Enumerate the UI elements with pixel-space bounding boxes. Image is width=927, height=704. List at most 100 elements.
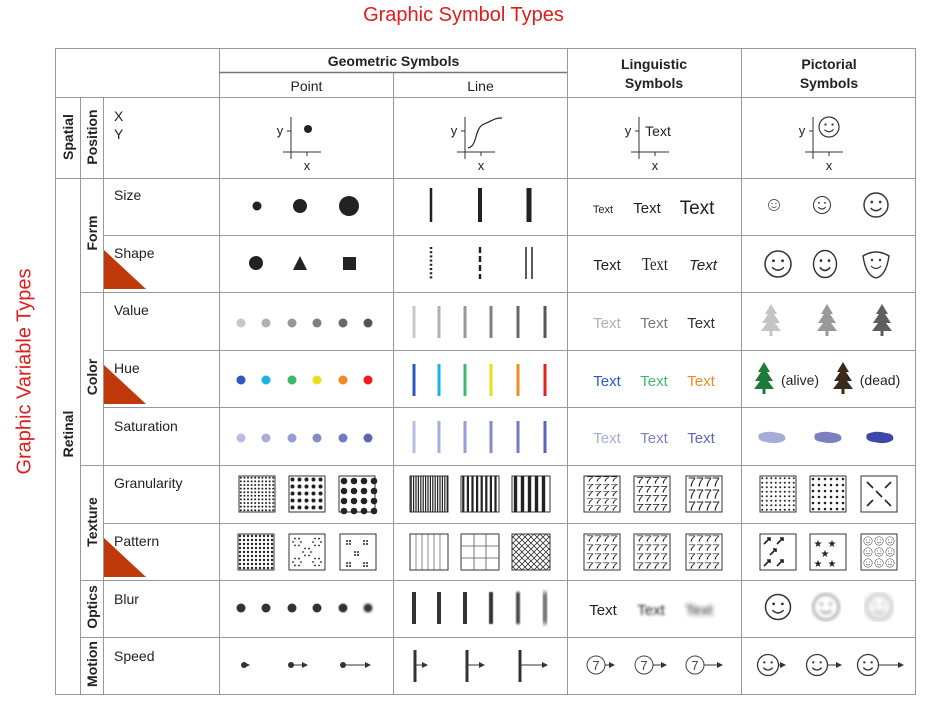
size-face: [768, 199, 780, 211]
speed-dot: [288, 662, 294, 668]
axis-y-label: y: [625, 123, 632, 138]
blur-line: [463, 592, 467, 624]
pattern-mini-face: [863, 536, 873, 546]
blur-line: [543, 592, 547, 624]
value-line: [489, 306, 493, 338]
shape-corner-triangle: [104, 250, 146, 289]
speed-digit: 7: [640, 658, 647, 673]
pattern-line-grid: [460, 533, 500, 571]
speed-digit: 7: [691, 658, 698, 673]
value-tree: [761, 304, 781, 336]
hue-line: [437, 364, 441, 396]
hue-dot: [363, 375, 373, 385]
shape-face-round: [764, 250, 792, 278]
position-line-curve: [467, 117, 503, 149]
row-label-size: Size: [114, 187, 142, 203]
saturation-text: Text: [640, 430, 668, 447]
hue-label-dead: (dead): [860, 372, 900, 388]
saturation-dot: [287, 433, 297, 443]
pattern-text-tees-text: 7777: [688, 535, 721, 544]
pattern-mini-face: [885, 536, 895, 546]
size-face: [863, 192, 889, 218]
blur-face-soft: [812, 593, 840, 621]
size-text-large: Text: [680, 198, 716, 219]
value-text: Text: [593, 315, 621, 332]
hue-tree-alive: [754, 362, 774, 394]
blur-dot: [312, 603, 322, 613]
size-line-bar: [526, 188, 532, 222]
speed-face: [856, 653, 880, 677]
hue-text: Text: [640, 373, 668, 390]
pattern-mini-face: [874, 558, 884, 568]
value-tree: [872, 304, 892, 336]
header-line: Line: [467, 78, 494, 94]
pattern-star: ★: [814, 559, 823, 570]
row-label-hue: Hue: [114, 360, 140, 376]
pattern-star: ★: [828, 539, 837, 550]
hue-dot: [338, 375, 348, 385]
saturation-text: Text: [687, 430, 715, 447]
size-point-dot: [252, 201, 262, 211]
value-line: [463, 306, 467, 338]
hue-line: [489, 364, 493, 396]
pattern-text-bars-text: 7777: [636, 544, 669, 553]
granularity-text-fine-text: 7777: [586, 477, 618, 484]
speed-line-bar: [413, 650, 417, 682]
saturation-dot: [261, 433, 271, 443]
blur-line: [516, 592, 520, 624]
granularity-line-coarse-stripes: [513, 476, 546, 512]
granularity-line-fine-stripes: [410, 476, 448, 512]
granularity-fine-dots: [239, 476, 275, 512]
pattern-star: ★: [828, 559, 837, 570]
granularity-text-coarse-text: 7777: [688, 499, 720, 514]
granularity-pict-fine-dots: [761, 477, 795, 511]
pattern-text-bars-text: 7777: [636, 553, 669, 562]
axis-x-label: x: [478, 158, 485, 173]
granularity-text-coarse-text: 7777: [688, 475, 720, 490]
granularity-coarse-dots: [340, 477, 378, 515]
row-label-y: Y: [114, 126, 124, 142]
blur-dot: [338, 603, 348, 613]
saturation-text: Text: [593, 430, 621, 447]
hue-corner-triangle: [104, 365, 146, 404]
blur-text-blurry: Text: [685, 602, 713, 619]
shape-text-italic: Text: [689, 257, 718, 274]
saturation-line: [463, 421, 467, 453]
pattern-text-tees: [685, 533, 723, 571]
speed-dot: [340, 662, 346, 668]
granularity-arrow: [866, 481, 874, 489]
saturation-dot: [338, 433, 348, 443]
value-text: Text: [687, 315, 715, 332]
granularity-line-medium: [460, 475, 500, 513]
value-dot: [287, 318, 297, 328]
granularity-line-medium-stripes: [462, 476, 497, 512]
position-linguistic-axes: yx: [625, 117, 669, 173]
value-tree: [817, 304, 837, 336]
blur-line: [412, 592, 416, 624]
granularity-arrow: [884, 499, 892, 507]
pattern-mini-face: [885, 558, 895, 568]
row-label-blur: Blur: [114, 591, 139, 607]
blur-face-sharp: [764, 593, 792, 621]
shape-text-condensed: Text: [642, 254, 668, 275]
header-geometric: Geometric Symbols: [327, 53, 460, 69]
size-point-dot: [293, 199, 307, 213]
speed-digit: 7: [592, 658, 599, 673]
position-linguistic-text: Text: [645, 123, 671, 139]
granularity-text-fine-text: 7777: [586, 491, 618, 498]
pattern-text-bars-text: 7777: [636, 562, 669, 571]
pattern-text-bars-text: 7777: [636, 535, 669, 544]
saturation-line: [516, 421, 520, 453]
pattern-mini-face: [863, 558, 873, 568]
size-point-dot: [339, 196, 359, 216]
value-line: [437, 306, 441, 338]
saturation-dot: [312, 433, 322, 443]
value-line: [543, 306, 547, 338]
pattern-text-plain-text: 7777: [586, 544, 619, 553]
granularity-text-fine: [583, 475, 621, 513]
saturation-dot: [236, 433, 246, 443]
position-line-axes: yx: [451, 117, 495, 173]
granularity-medium-dots: [290, 477, 323, 510]
value-dot: [236, 318, 246, 328]
